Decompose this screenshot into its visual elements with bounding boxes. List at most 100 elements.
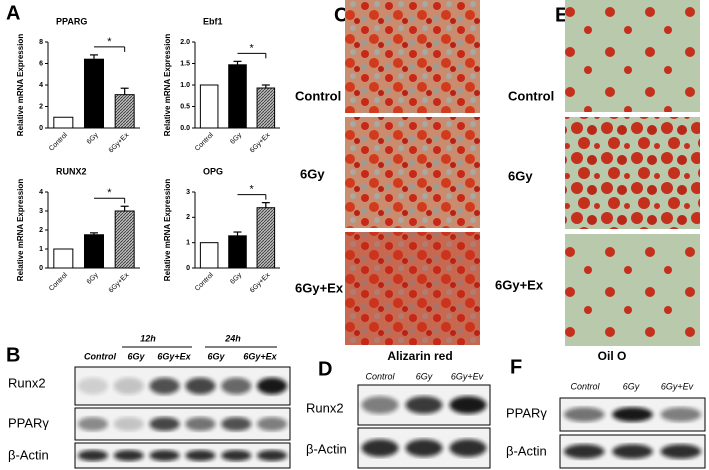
y-axis-label: Relative mRNA Expression (163, 179, 172, 282)
bar (256, 207, 276, 269)
blot-band (221, 416, 252, 432)
blot-band (361, 439, 399, 457)
timepoint: 24h (224, 333, 241, 343)
y-tick-label: 4 (39, 189, 43, 196)
blot-label: PPARγ (506, 405, 547, 420)
blot-band (563, 444, 605, 459)
y-tick-label: 2 (186, 214, 190, 221)
lane-header: 6Gy (127, 351, 145, 361)
x-tick-label: Control (48, 271, 69, 292)
blot-strip (74, 442, 291, 469)
blot-band (257, 377, 288, 395)
row-label: 6Gy+Ex (295, 280, 344, 295)
blot-band (361, 396, 399, 414)
blot-band (449, 396, 487, 414)
y-tick-label: 2.0 (180, 39, 190, 46)
blot-band (113, 450, 144, 461)
significance-label: * (250, 42, 255, 54)
bar (228, 235, 247, 269)
bar (53, 248, 74, 269)
blot-band (149, 416, 180, 432)
lane-header: 6Gy+Ev (661, 381, 694, 391)
blot-band (221, 377, 252, 395)
blot-band (221, 450, 252, 461)
x-tick-label: 6Gy+Ex (108, 131, 131, 154)
chart-title: OPG (203, 166, 223, 176)
blot-band (612, 407, 653, 422)
chart-title: RUNX2 (56, 166, 87, 176)
blot-label: β-Actin (8, 447, 49, 462)
bar (228, 64, 247, 129)
stain-image (345, 117, 480, 228)
significance-label: * (107, 36, 112, 48)
lane-header: Control (570, 381, 600, 391)
x-tick-label: Control (194, 131, 215, 152)
y-tick-label: 1 (186, 240, 190, 247)
panel-letter: A (6, 2, 20, 24)
y-tick-label: 0 (39, 125, 43, 132)
blot-strip (74, 366, 291, 406)
y-axis-label: Relative mRNA Expression (163, 34, 172, 137)
y-axis-label: Relative mRNA Expression (16, 179, 25, 282)
stain-overlay (345, 232, 480, 345)
x-tick-label: 6Gy+Ex (249, 271, 272, 294)
x-tick-label: 6Gy+Ex (108, 271, 131, 294)
significance-label: * (250, 184, 255, 196)
y-tick-label: 6 (39, 60, 43, 67)
y-tick-label: 0 (186, 265, 190, 272)
blot-band (660, 407, 702, 422)
blot-band (257, 450, 288, 461)
stain-image (565, 234, 700, 346)
x-tick-label: 6Gy (86, 271, 100, 285)
blot-strip (74, 407, 291, 441)
y-tick-label: 0.0 (180, 125, 190, 132)
chart-title: Ebf1 (203, 16, 223, 26)
row-label: Control (508, 88, 554, 103)
x-tick-label: Control (194, 271, 215, 292)
lane-header: 6Gy (416, 371, 433, 381)
blot-band (185, 450, 216, 461)
timepoint: 12h (140, 333, 156, 343)
chart-title: PPARG (56, 16, 87, 26)
row-label: 6Gy (300, 166, 325, 181)
blot-band (77, 377, 108, 395)
x-tick-label: 6Gy (86, 131, 100, 145)
stain-image (565, 117, 700, 229)
blot-label: Runx2 (8, 375, 46, 390)
row-label: Control (295, 88, 341, 103)
blot-band (77, 450, 108, 461)
lane-header: 6Gy+Ex (157, 351, 191, 361)
row-label: 6Gy+Ex (495, 277, 544, 292)
bar (199, 242, 219, 269)
y-axis-label: Relative mRNA Expression (16, 34, 25, 137)
lane-header: Control (84, 351, 116, 361)
bar (83, 58, 105, 129)
blot-band (185, 416, 216, 432)
bar (83, 234, 105, 269)
stain-image (565, 0, 700, 112)
y-tick-label: 2 (39, 103, 43, 110)
y-tick-label: 3 (39, 208, 43, 215)
blot-label: β-Actin (306, 441, 347, 456)
lane-header: 6Gy+Ev (451, 371, 484, 381)
blot-band (185, 377, 216, 395)
significance-label: * (107, 187, 112, 199)
bar (256, 87, 276, 129)
lane-header: Control (365, 371, 395, 381)
panel-letter: F (510, 356, 522, 378)
blot-band (149, 377, 180, 395)
y-tick-label: 1.0 (180, 82, 190, 89)
blot-title: Oil O (598, 349, 627, 363)
y-tick-label: 1 (39, 246, 43, 253)
y-tick-label: 3 (186, 189, 190, 196)
y-tick-label: 0.5 (180, 103, 190, 110)
x-tick-label: Control (48, 131, 69, 152)
blot-label: β-Actin (506, 443, 547, 458)
y-tick-label: 4 (39, 82, 43, 89)
stain-image (345, 232, 480, 345)
blot-band (77, 416, 108, 432)
x-tick-label: 6Gy (229, 131, 243, 145)
bar (114, 210, 135, 269)
panel-letter: C (334, 4, 348, 26)
